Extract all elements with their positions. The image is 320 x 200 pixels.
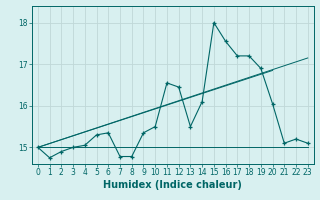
X-axis label: Humidex (Indice chaleur): Humidex (Indice chaleur) bbox=[103, 180, 242, 190]
